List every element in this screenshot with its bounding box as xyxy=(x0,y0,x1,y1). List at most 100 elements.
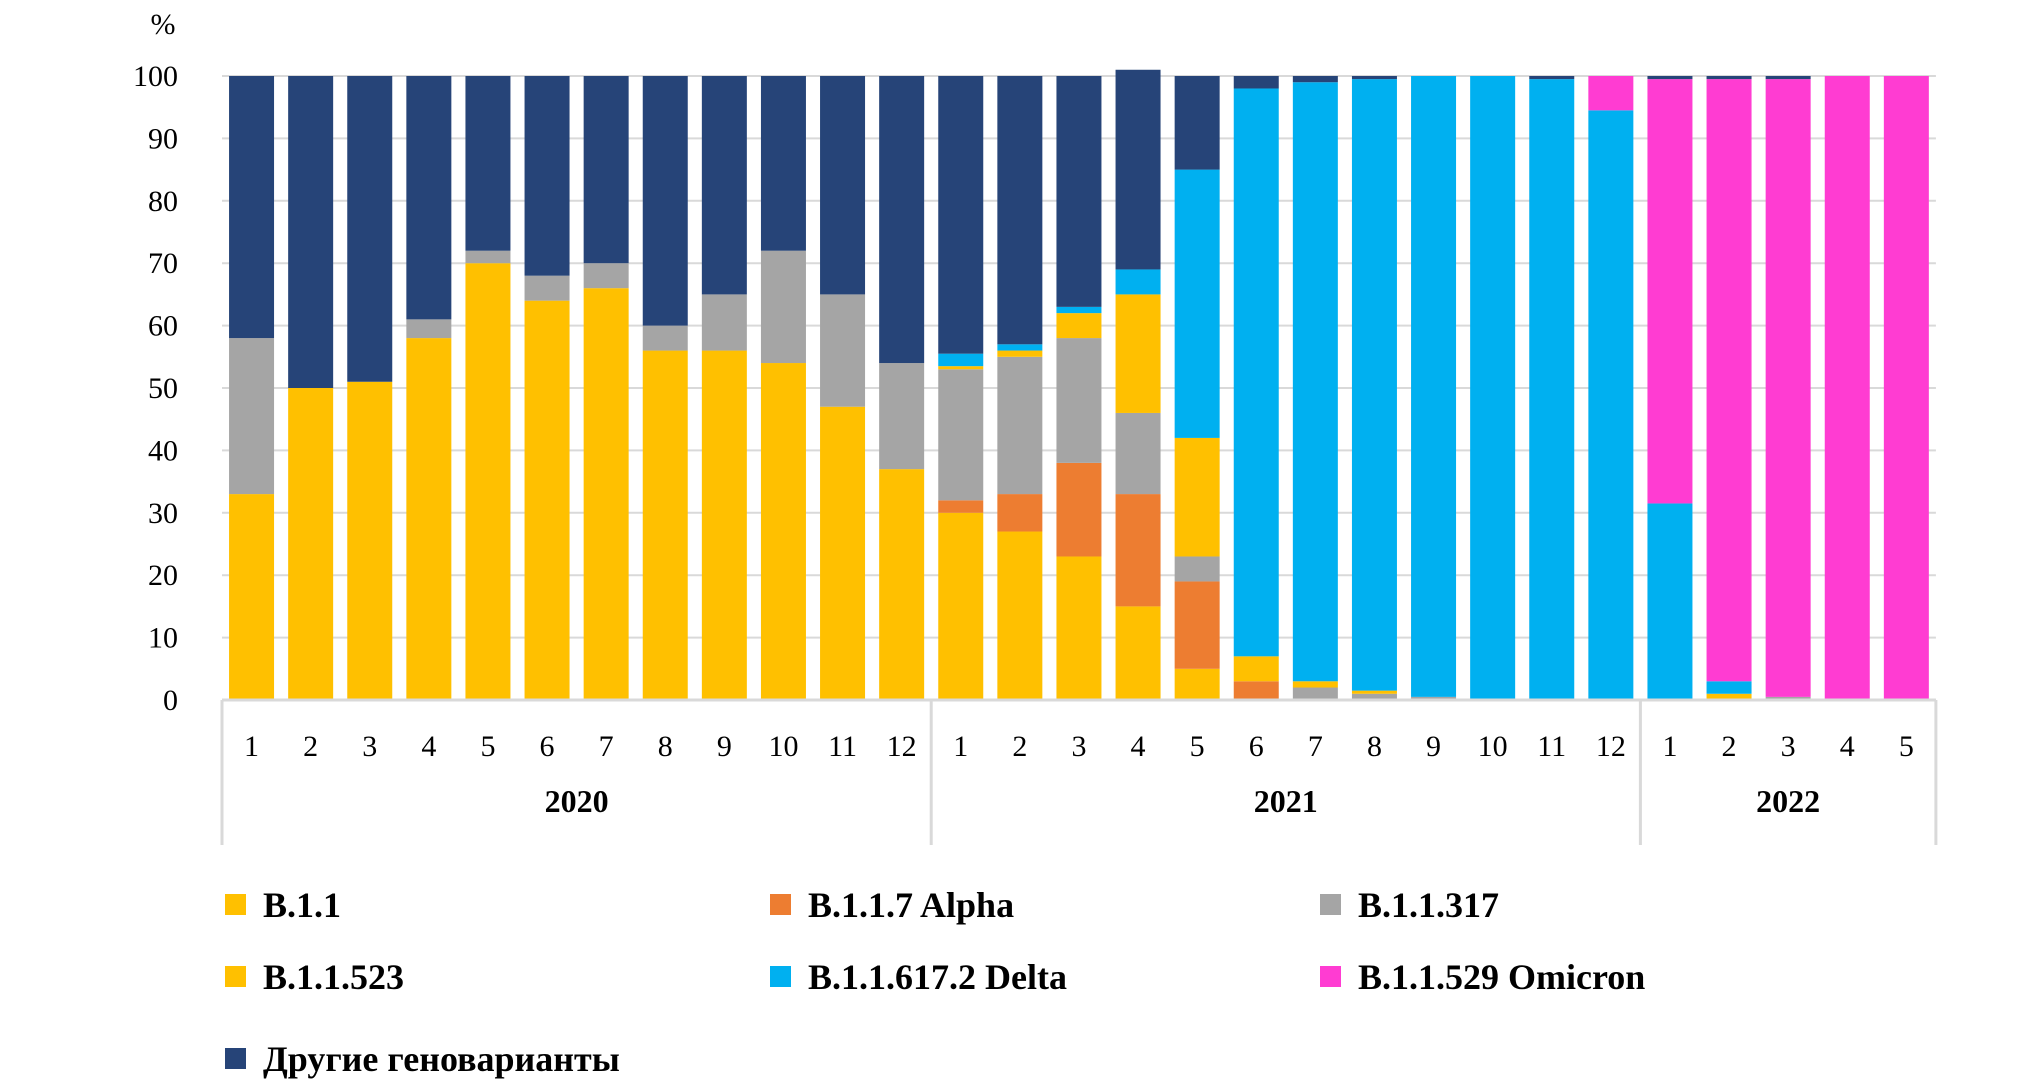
x-tick-label: 10 xyxy=(1478,730,1508,763)
bar-segment-3-14 xyxy=(1056,313,1102,339)
x-tick-label: 3 xyxy=(362,730,377,763)
legend-label: B.1.1 xyxy=(263,885,341,925)
bar-segment-6-19 xyxy=(1351,76,1397,80)
legend: B.1.1 B.1.1.7 Alpha B.1.1.317 B.1.1.523 B.1.… xyxy=(225,885,1645,1079)
bar-segment-2-19 xyxy=(1351,693,1397,700)
bar-segment-6-15 xyxy=(1115,69,1161,270)
bar-segment-3-17 xyxy=(1233,656,1279,682)
bar-segment-6-8 xyxy=(701,76,747,295)
bar-segment-1-12 xyxy=(938,500,984,513)
y-tick-label: 60 xyxy=(148,310,178,343)
y-tick-label: 100 xyxy=(133,60,178,93)
bar-segment-4-23 xyxy=(1588,110,1634,700)
bar-segment-5-24 xyxy=(1647,79,1693,504)
bar-segment-6-11 xyxy=(879,76,925,364)
bar-segment-6-13 xyxy=(997,76,1043,345)
bar-segment-1-17 xyxy=(1233,681,1279,700)
bar-segment-4-15 xyxy=(1115,269,1161,295)
bar-segment-2-5 xyxy=(524,275,570,301)
bar-segment-5-28 xyxy=(1883,76,1929,700)
bar-segment-0-3 xyxy=(406,338,452,700)
bar-segment-2-3 xyxy=(406,319,452,339)
bar-segment-2-12 xyxy=(938,369,984,501)
bar-segment-2-26 xyxy=(1765,696,1811,700)
x-tick-label: 4 xyxy=(1840,730,1855,763)
bar-segment-4-22 xyxy=(1529,79,1575,701)
bar-segment-0-9 xyxy=(760,363,806,700)
bar-segment-5-26 xyxy=(1765,79,1811,697)
bar-segment-0-7 xyxy=(642,350,688,700)
x-tick-label: 5 xyxy=(1899,730,1914,763)
bar-segment-3-19 xyxy=(1351,690,1397,694)
bar-segment-0-16 xyxy=(1174,668,1220,700)
bar-segment-1-15 xyxy=(1115,494,1161,607)
bar-segment-6-22 xyxy=(1529,76,1575,80)
bar-segment-0-15 xyxy=(1115,606,1161,700)
y-tick-label: 10 xyxy=(148,622,178,655)
x-tick-label: 5 xyxy=(480,730,495,763)
legend-label: B.1.1.317 xyxy=(1358,885,1499,925)
bar-segment-0-12 xyxy=(938,512,984,700)
x-tick-label: 2 xyxy=(1722,730,1737,763)
bar-segment-6-24 xyxy=(1647,76,1693,80)
y-tick-label: 30 xyxy=(148,497,178,530)
legend-swatch xyxy=(225,894,246,915)
bar-segment-3-25 xyxy=(1706,693,1752,700)
bar-segment-3-15 xyxy=(1115,294,1161,413)
bar-segment-4-18 xyxy=(1292,82,1338,682)
bar-segment-2-20 xyxy=(1411,696,1457,700)
bar-segment-6-7 xyxy=(642,76,688,326)
bar-segment-2-9 xyxy=(760,250,806,364)
x-tick-label: 1 xyxy=(1662,730,1677,763)
bar-segment-0-0 xyxy=(229,494,275,700)
bar-segment-6-9 xyxy=(760,76,806,251)
bars xyxy=(229,69,1929,701)
bar-segment-0-14 xyxy=(1056,556,1102,700)
bar-segment-2-14 xyxy=(1056,338,1102,463)
x-tick-label: 2 xyxy=(1012,730,1027,763)
y-tick-label: 80 xyxy=(148,185,178,218)
legend-label: B.1.1.529 Omicron xyxy=(1358,957,1645,997)
x-tick-label: 3 xyxy=(1071,730,1086,763)
bar-segment-2-11 xyxy=(879,363,925,470)
y-tick-label: 50 xyxy=(148,372,178,405)
bar-segment-4-21 xyxy=(1470,76,1516,700)
bar-segment-6-5 xyxy=(524,76,570,276)
bar-segment-6-26 xyxy=(1765,76,1811,80)
bar-segment-0-8 xyxy=(701,350,747,700)
bar-segment-6-10 xyxy=(820,76,866,295)
x-tick-label: 1 xyxy=(953,730,968,763)
bar-segment-2-7 xyxy=(642,325,688,351)
bar-segment-6-17 xyxy=(1233,76,1279,89)
bar-segment-6-1 xyxy=(288,76,334,388)
bar-segment-1-14 xyxy=(1056,462,1102,557)
bar-segment-5-25 xyxy=(1706,79,1752,682)
bar-segment-3-16 xyxy=(1174,437,1220,557)
bar-segment-6-0 xyxy=(229,76,275,339)
bar-segment-4-24 xyxy=(1647,503,1693,700)
bar-segment-2-18 xyxy=(1292,687,1338,700)
x-tick-label: 8 xyxy=(658,730,673,763)
legend-swatch xyxy=(225,1048,246,1069)
bar-segment-4-25 xyxy=(1706,681,1752,694)
x-tick-label: 6 xyxy=(1249,730,1264,763)
x-tick-label: 10 xyxy=(768,730,798,763)
bar-segment-2-8 xyxy=(701,294,747,351)
bar-segment-0-2 xyxy=(347,381,393,700)
bar-segment-2-6 xyxy=(583,263,629,289)
legend-label: B.1.1.617.2 Delta xyxy=(808,957,1067,997)
year-label: 2021 xyxy=(1254,783,1318,819)
bar-segment-5-23 xyxy=(1588,76,1634,111)
bar-segment-3-12 xyxy=(938,366,984,370)
legend-swatch xyxy=(770,894,791,915)
y-tick-label: 40 xyxy=(148,434,178,467)
bar-segment-0-10 xyxy=(820,406,866,700)
x-tick-label: 5 xyxy=(1190,730,1205,763)
legend-swatch xyxy=(1320,894,1341,915)
bar-segment-6-14 xyxy=(1056,76,1102,307)
y-tick-label: 90 xyxy=(148,122,178,155)
bar-segment-3-13 xyxy=(997,350,1043,357)
x-tick-label: 4 xyxy=(421,730,436,763)
